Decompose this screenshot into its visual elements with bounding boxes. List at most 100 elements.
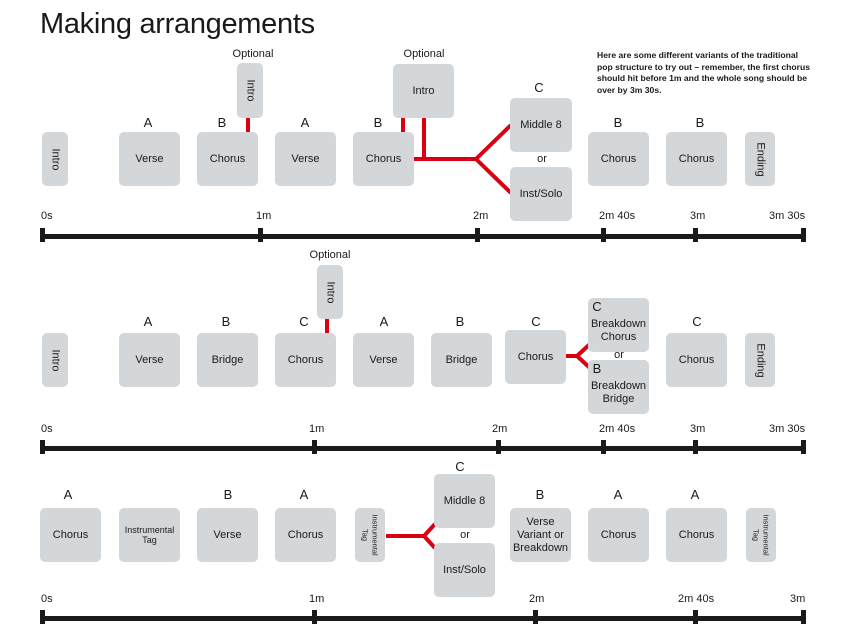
section-letter: B [455, 314, 465, 329]
section-verse: Verse [119, 132, 180, 186]
section-verse: Verse [275, 132, 336, 186]
section-bridge: Bridge [197, 333, 258, 387]
section-chorus: Chorus [40, 508, 101, 562]
section-letter: B [223, 487, 233, 502]
tick-label: 2m [492, 423, 508, 435]
section-letter: C [299, 314, 309, 329]
tick-label: 1m [309, 593, 325, 605]
tick-mark [312, 440, 317, 454]
section-instrumental-tag: Instrumental Tag [355, 508, 385, 562]
section-letter: A [299, 487, 309, 502]
tick-mark [475, 228, 480, 242]
optional-label: Optional [232, 48, 274, 60]
section-letter: C [531, 314, 541, 329]
section-chorus: Chorus [275, 333, 336, 387]
section-chorus: Chorus [666, 508, 727, 562]
section-letter: A [143, 115, 153, 130]
section-breakdown-bridge: Breakdown Bridge [588, 360, 649, 414]
section-instrumental-tag: Instrumental Tag [119, 508, 180, 562]
section-letter: C [692, 314, 702, 329]
tick-label: 3m 30s [769, 423, 806, 435]
tick-label: 2m [529, 593, 545, 605]
tick-mark [496, 440, 501, 454]
tick-mark [693, 610, 698, 624]
tick-mark [801, 610, 806, 624]
section-bridge: Bridge [431, 333, 492, 387]
section-chorus: Chorus [505, 330, 566, 384]
tick-mark [693, 228, 698, 242]
section-inst-solo: Inst/Solo [434, 543, 495, 597]
tick-label: 3m [690, 210, 706, 222]
or-label: or [614, 349, 624, 361]
optional-label: Optional [309, 249, 351, 261]
tick-mark [801, 440, 806, 454]
intro-note: Here are some different variants of the … [597, 50, 810, 95]
tick-label: 1m [309, 423, 325, 435]
section-verse: Verse [197, 508, 258, 562]
tick-label: 2m [473, 210, 489, 222]
section-middle-8: Middle 8 [510, 98, 572, 152]
tick-mark [693, 440, 698, 454]
section-letter: A [690, 487, 700, 502]
section-chorus: Chorus [666, 132, 727, 186]
tick-mark [801, 228, 806, 242]
timeline-row3 [40, 616, 806, 621]
section-breakdown-chorus: Breakdown Chorus [588, 298, 649, 352]
section-verse-variant: Verse Variant or Breakdown [510, 508, 571, 562]
section-ending: Ending [745, 132, 775, 186]
timeline-row1 [40, 234, 806, 239]
section-letter: B [221, 314, 231, 329]
section-letter: B [613, 115, 623, 130]
section-chorus: Chorus [666, 333, 727, 387]
tick-mark [40, 228, 45, 242]
tick-mark [40, 440, 45, 454]
tick-label: 0s [41, 423, 53, 435]
tick-label: 0s [41, 593, 53, 605]
section-instrumental-tag: Instrumental Tag [746, 508, 776, 562]
connectors [246, 118, 592, 550]
section-intro: Intro [42, 132, 68, 186]
section-inst-solo: Inst/Solo [510, 167, 572, 221]
tick-label: 2m 40s [599, 210, 636, 222]
section-letter: B [535, 487, 545, 502]
section-letter: B [373, 115, 383, 130]
tick-label: 0s [41, 210, 53, 222]
optional-intro: Intro [393, 64, 454, 118]
tick-label: 2m 40s [599, 423, 636, 435]
section-ending: Ending [745, 333, 775, 387]
section-chorus: Chorus [588, 132, 649, 186]
tick-mark [601, 440, 606, 454]
section-intro: Intro [42, 333, 68, 387]
optional-intro: Intro [317, 265, 343, 319]
section-chorus: Chorus [197, 132, 258, 186]
tick-label: 3m [790, 593, 806, 605]
or-label: or [537, 153, 547, 165]
section-letter: C [592, 299, 602, 314]
section-letter: C [455, 459, 465, 474]
section-chorus: Chorus [275, 508, 336, 562]
tick-label: 2m 40s [678, 593, 715, 605]
section-letter: A [379, 314, 389, 329]
section-letter: B [217, 115, 227, 130]
tick-mark [258, 228, 263, 242]
tick-mark [533, 610, 538, 624]
section-chorus: Chorus [353, 132, 414, 186]
optional-intro: Intro [237, 63, 263, 118]
section-verse: Verse [353, 333, 414, 387]
section-letter: B [695, 115, 705, 130]
section-letter: A [613, 487, 623, 502]
tick-mark [40, 610, 45, 624]
section-middle-8: Middle 8 [434, 474, 495, 528]
or-label: or [460, 529, 470, 541]
tick-label: 1m [256, 210, 272, 222]
page-title: Making arrangements [40, 8, 315, 40]
tick-mark [601, 228, 606, 242]
section-chorus: Chorus [588, 508, 649, 562]
section-letter: A [143, 314, 153, 329]
section-letter: C [534, 80, 544, 95]
optional-label: Optional [403, 48, 445, 60]
tick-label: 3m [690, 423, 706, 435]
section-verse: Verse [119, 333, 180, 387]
timeline-row2 [40, 446, 806, 451]
